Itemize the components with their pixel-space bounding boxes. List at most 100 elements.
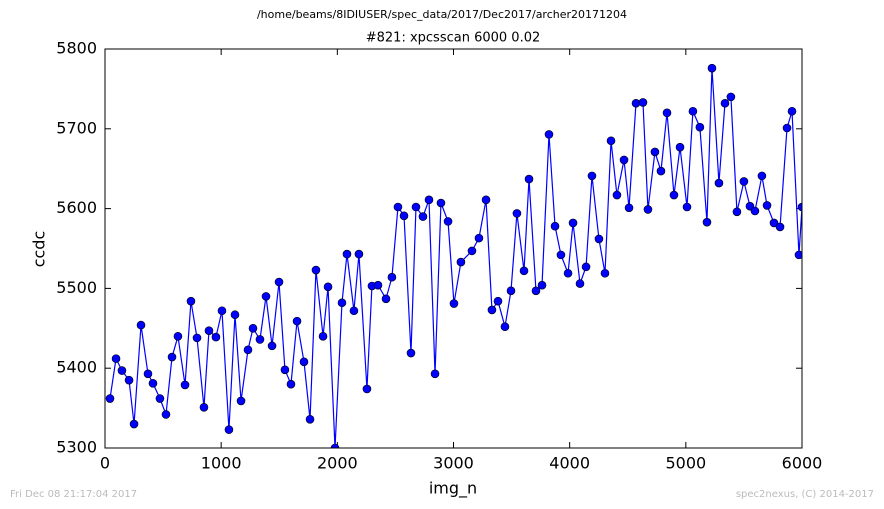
data-point	[117, 366, 127, 375]
data-point	[161, 410, 171, 419]
data-point	[305, 414, 315, 424]
data-point	[243, 345, 253, 355]
data-point	[430, 369, 440, 379]
data-point	[550, 221, 560, 231]
data-point	[330, 443, 340, 448]
data-point	[775, 222, 785, 232]
data-point	[105, 394, 115, 403]
x-tick-label: 3000	[433, 454, 474, 473]
y-tick-label: 5400	[56, 358, 97, 377]
data-point	[688, 106, 698, 116]
data-point	[524, 174, 534, 184]
data-point	[155, 394, 165, 403]
data-point	[362, 384, 372, 394]
y-axis-label: ccdc	[30, 231, 49, 268]
data-point	[587, 171, 597, 181]
data-point	[381, 294, 391, 304]
data-point	[769, 218, 779, 228]
data-point	[261, 292, 271, 301]
data-point	[204, 326, 214, 335]
data-point	[643, 205, 653, 214]
data-point	[675, 142, 685, 152]
data-point	[662, 108, 672, 118]
data-point	[650, 147, 660, 157]
data-point	[323, 282, 333, 292]
data-point	[624, 203, 634, 213]
data-point	[794, 250, 802, 260]
data-point	[248, 323, 258, 333]
y-tick-label: 5800	[56, 39, 97, 58]
chart-title: #821: xpcsscan 6000 0.02	[366, 31, 541, 46]
data-point	[411, 202, 421, 212]
data-point	[393, 202, 403, 212]
footer-right: spec2nexus, (C) 2014-2017	[736, 489, 874, 500]
data-point	[563, 268, 573, 278]
y-tick-label: 5500	[56, 278, 97, 297]
data-point	[311, 265, 321, 275]
data-point	[682, 202, 692, 212]
data-point	[274, 277, 284, 287]
data-point	[797, 202, 802, 212]
data-point	[349, 306, 359, 316]
data-point	[318, 331, 328, 341]
data-point	[449, 299, 459, 308]
x-tick-label: 4000	[549, 454, 590, 473]
data-point	[726, 92, 736, 102]
data-point	[575, 279, 585, 288]
data-point	[702, 217, 712, 227]
data-point	[787, 106, 797, 116]
data-point	[292, 316, 302, 326]
data-point	[143, 369, 153, 379]
data-point	[199, 403, 209, 412]
data-point	[695, 122, 705, 132]
y-tick-label: 5600	[56, 198, 97, 217]
data-point	[387, 272, 397, 282]
data-point	[714, 178, 724, 188]
data-point	[129, 419, 139, 429]
data-point	[612, 190, 622, 200]
data-point	[750, 206, 760, 216]
x-axis-label: img_n	[429, 479, 477, 499]
data-point	[707, 63, 717, 73]
data-point	[506, 286, 516, 296]
data-point	[669, 190, 679, 200]
data-point	[406, 348, 416, 358]
y-tick-label: 5300	[56, 438, 97, 457]
data-point	[762, 201, 772, 210]
data-point	[606, 136, 616, 146]
plot-frame	[104, 48, 803, 449]
data-point	[399, 211, 409, 221]
data-point	[656, 166, 666, 176]
data-point	[230, 310, 240, 320]
data-point	[236, 396, 246, 406]
x-tick-label: 0	[100, 454, 110, 473]
data-point	[782, 123, 792, 133]
data-point	[757, 171, 767, 181]
data-point	[186, 296, 196, 306]
x-tick-label: 5000	[665, 454, 706, 473]
data-point	[354, 249, 364, 259]
data-point	[173, 331, 183, 341]
data-point	[148, 379, 158, 388]
data-point	[436, 198, 446, 208]
data-point	[487, 305, 497, 315]
suptitle: /home/beams/8IDIUSER/spec_data/2017/Dec2…	[257, 8, 627, 21]
data-point	[443, 217, 453, 226]
data-point	[299, 357, 309, 367]
data-point	[638, 98, 648, 107]
data-point	[136, 320, 146, 330]
data-point	[286, 379, 296, 389]
y-tick-label: 5700	[56, 118, 97, 137]
data-point	[556, 250, 566, 260]
data-point	[418, 212, 428, 221]
data-point	[531, 286, 541, 296]
footer-left: Fri Dec 08 21:17:04 2017	[10, 489, 137, 500]
data-point	[192, 333, 202, 343]
data-point	[180, 380, 190, 390]
data-point	[342, 249, 352, 259]
data-point	[267, 341, 277, 351]
data-point	[474, 233, 484, 243]
data-point	[124, 375, 134, 385]
x-tick-label: 1000	[201, 454, 242, 473]
